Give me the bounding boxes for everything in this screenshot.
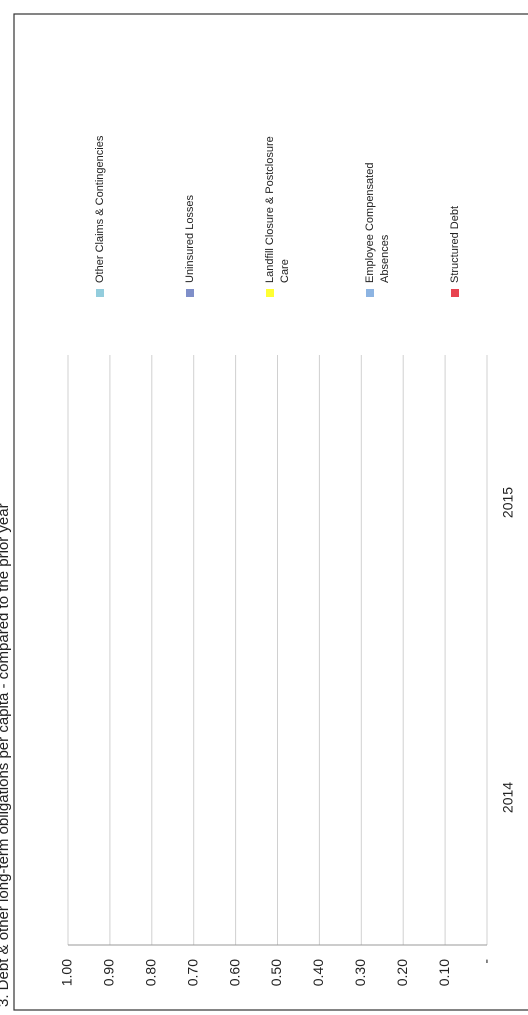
- y-tick-label: 0.30: [352, 959, 368, 986]
- legend-swatch: [266, 289, 274, 297]
- y-tick-label: 0.90: [101, 959, 117, 986]
- rotated-chart: 3. Debt & other long-term obligations pe…: [0, 13, 528, 1011]
- legend-swatch: [451, 289, 459, 297]
- y-tick-label: 0.40: [310, 959, 326, 986]
- legend-label: Landfill Closure & Postclosure Care: [264, 136, 291, 283]
- y-tick-label: 0.80: [143, 959, 159, 986]
- y-tick-label: 0.50: [268, 959, 284, 986]
- legend-swatch: [186, 289, 194, 297]
- legend-label: Employee Compensated Absences: [364, 163, 391, 283]
- x-tick-label: 2014: [500, 782, 516, 813]
- legend-label: Other Claims & Contingencies: [94, 135, 106, 283]
- legend-label: Uninsured Losses: [184, 194, 196, 283]
- y-tick-label: 0.20: [394, 959, 410, 986]
- y-tick-label: 0.70: [184, 959, 200, 986]
- x-tick-label: 2015: [500, 487, 516, 518]
- legend-label: Structured Debt: [449, 206, 461, 283]
- y-tick-label: 0.60: [226, 959, 242, 986]
- y-tick-label: -: [478, 959, 494, 964]
- y-tick-label: 1.00: [59, 959, 75, 986]
- legend-swatch: [96, 289, 104, 297]
- chart-title: 3. Debt & other long-term obligations pe…: [0, 503, 12, 1007]
- y-tick-label: 0.10: [436, 959, 452, 986]
- chart-frame: [13, 13, 528, 1011]
- legend-swatch: [366, 289, 374, 297]
